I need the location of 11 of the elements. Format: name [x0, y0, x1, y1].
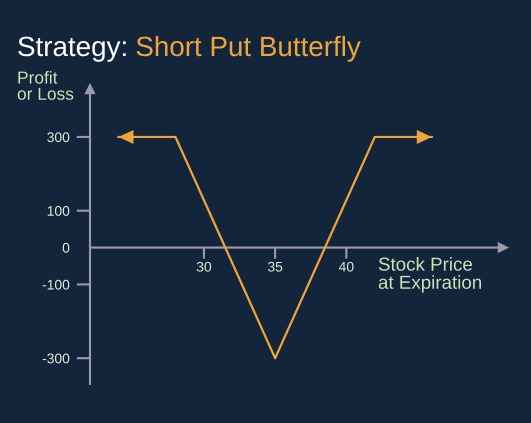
y-axis-title: Profit or Loss	[18, 71, 74, 100]
x-tick-label: 35	[268, 262, 282, 272]
x-tick-label: 40	[338, 262, 354, 272]
x-tick-label: 30	[196, 262, 212, 272]
chart-title: Strategy: Short Put Butterfly	[18, 36, 361, 62]
y-tick-label: 100	[48, 206, 70, 216]
y-tick-label: 300	[47, 132, 70, 142]
y-tick-label: -300	[42, 354, 70, 364]
x-axis-title: Stock Price at Expiration	[378, 257, 482, 293]
y-tick-label: 0	[62, 242, 70, 253]
y-tick-label: -100	[42, 280, 70, 290]
